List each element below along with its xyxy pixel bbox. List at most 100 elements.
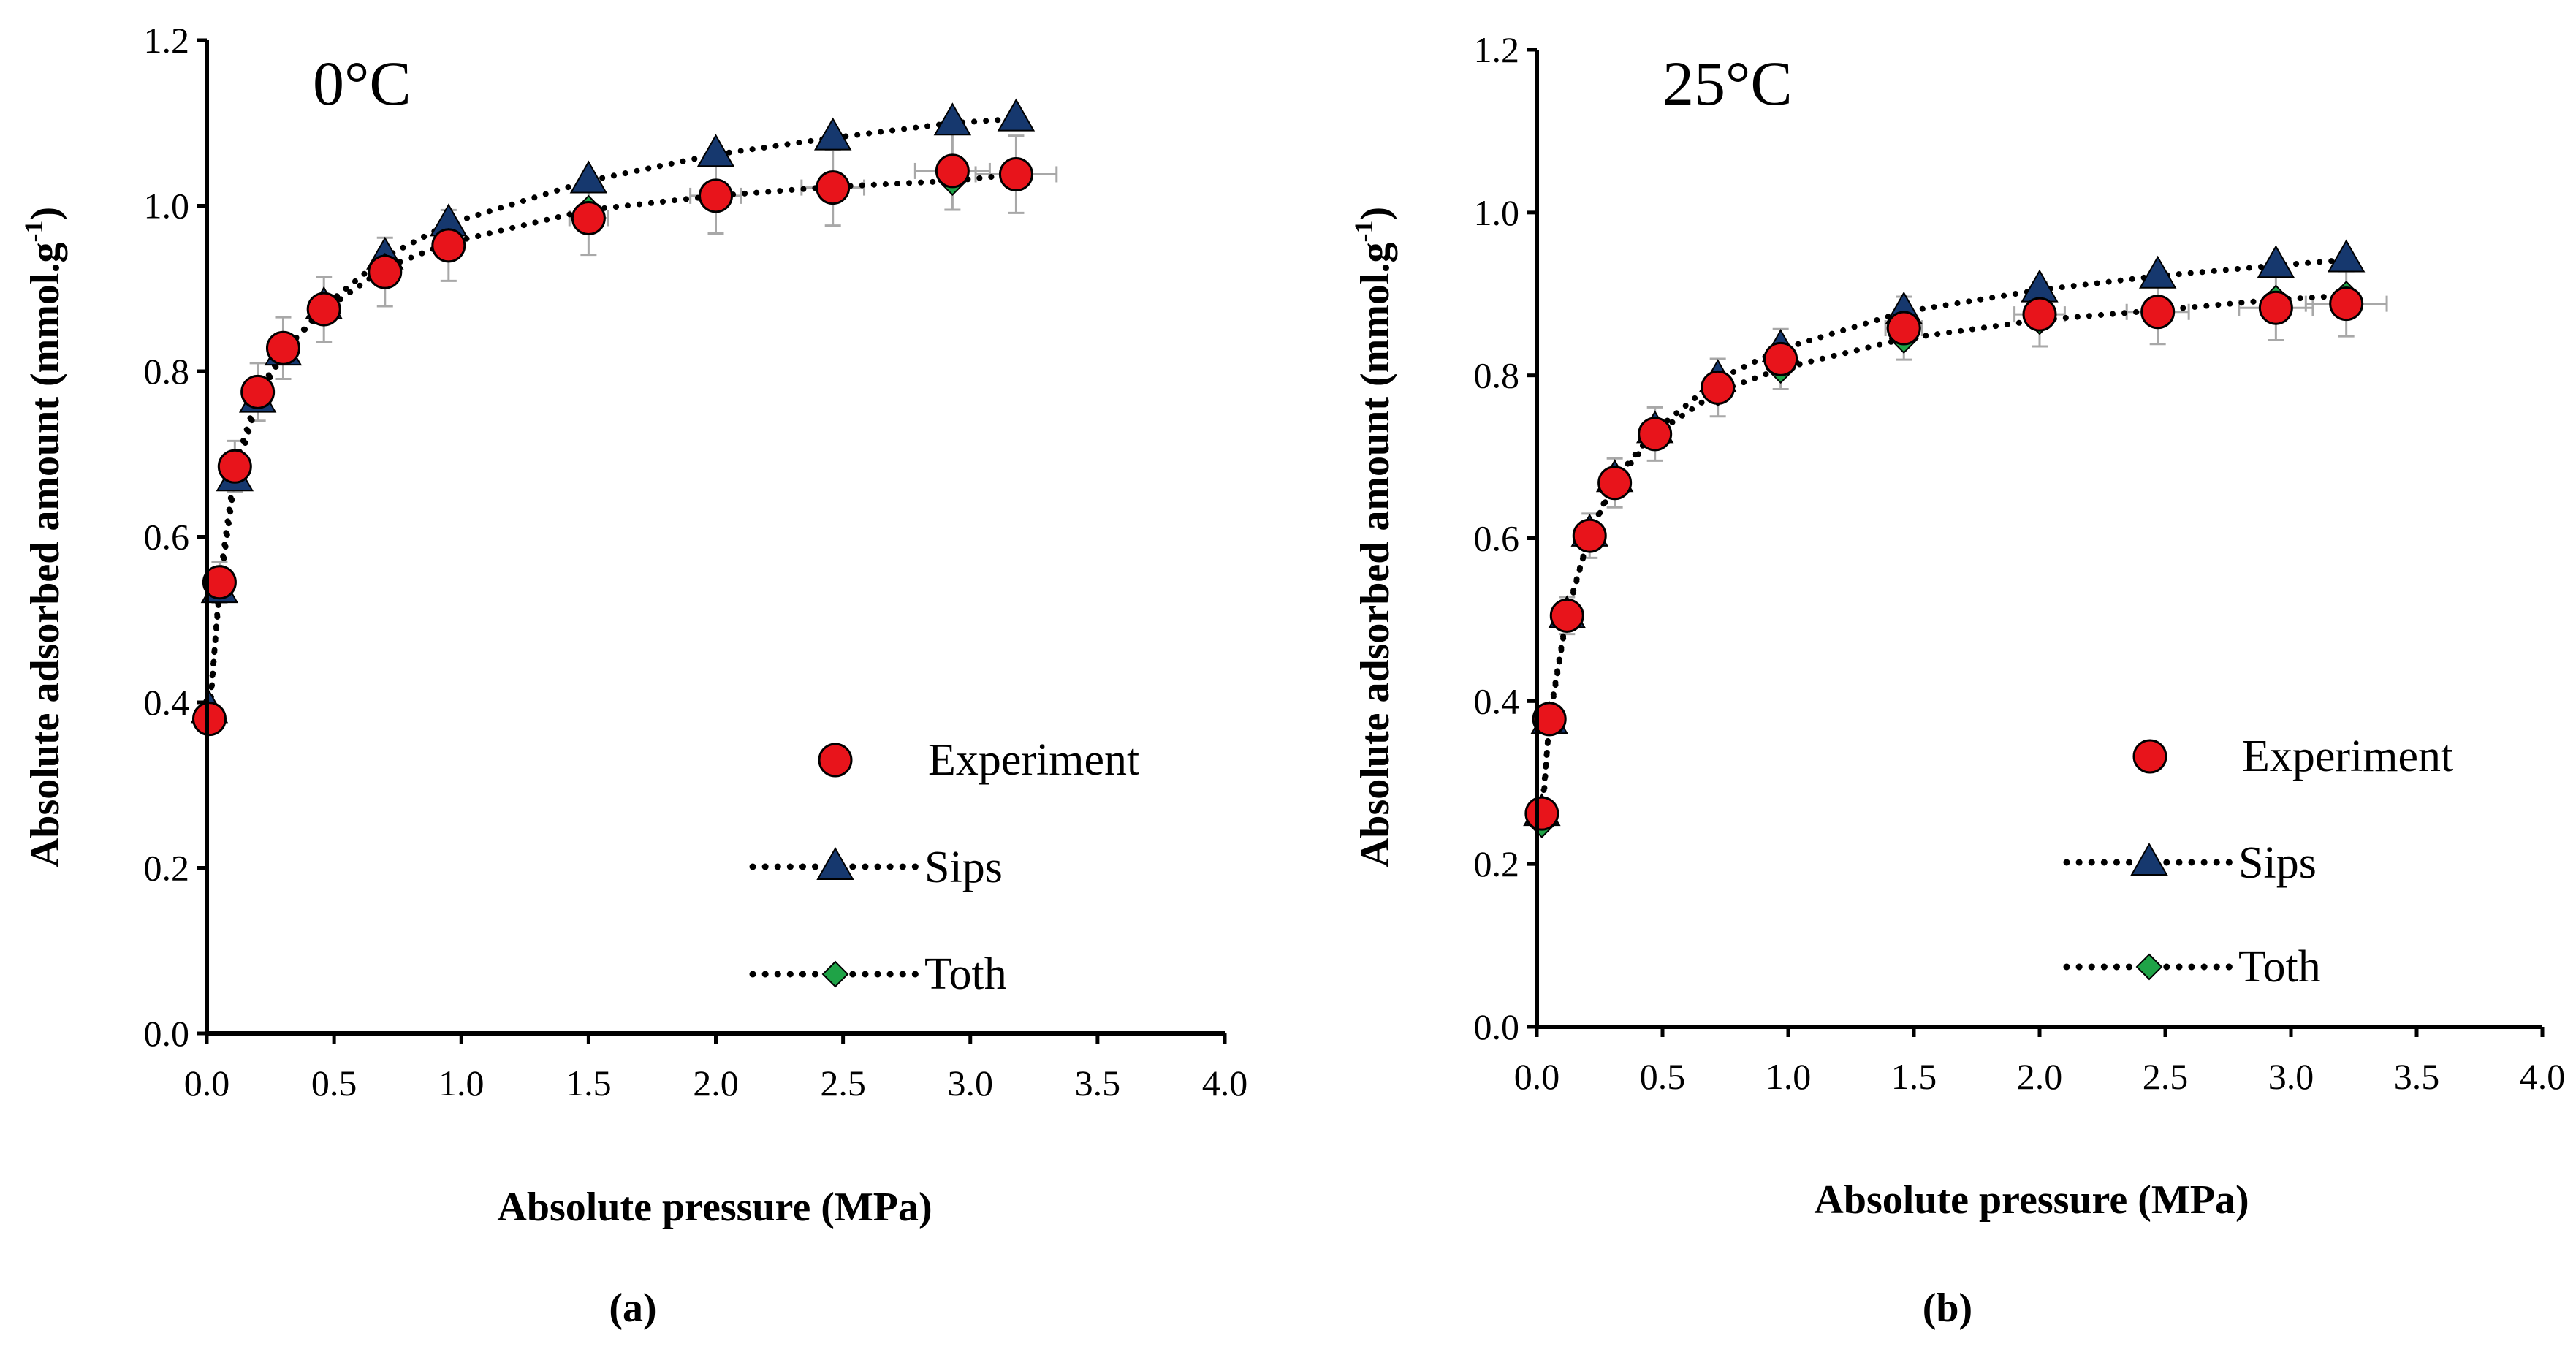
x-tick-label-a: 3.0 [948,1063,994,1104]
x-tick-label-b: 2.5 [2143,1056,2189,1097]
x-tick-label-a: 1.0 [438,1063,485,1104]
experiment-point [217,449,252,484]
experiment-point [998,156,1033,191]
experiment-point [1572,518,1607,553]
legend-sips-label-b: Sips [2238,838,2317,888]
legend-sips-label-a: Sips [924,843,1003,892]
series-toth-a [194,159,1031,736]
series-sips-b [1523,239,2366,827]
legend-experiment-marker-a [818,743,853,778]
experiment-point [1763,341,1798,376]
x-tick-label-b: 3.5 [2394,1056,2440,1097]
y-tick-label-b: 0.6 [1474,518,1520,559]
series-toth-b [1527,281,2362,838]
x-tick-label-a: 4.0 [1202,1063,1248,1104]
x-tick-label-b: 4.0 [2520,1056,2566,1097]
experiment-point [191,702,227,737]
legend-experiment-label-b: Experiment [2242,732,2453,781]
x-tick-label-b: 2.0 [2017,1056,2063,1097]
experiment-point [2258,290,2293,325]
y-tick-label-a: 0.8 [144,351,190,392]
chart-panel-a: 0.0 0.2 0.4 0.6 0.8 1.0 1.2 0.0 0.5 1.0 1.5 2.0 2.5… [19,20,1247,1331]
experiment-point [1597,466,1633,501]
x-tick-label-b: 0.0 [1514,1056,1560,1097]
error-bars-a [201,131,1058,734]
series-layer-a [190,98,1058,737]
legend-toth-marker-b [2135,953,2163,981]
x-tick-label-a: 2.0 [693,1063,739,1104]
experiment-point [306,292,341,327]
y-tick-label-a: 0.2 [144,848,190,889]
legend-a: Experiment Sips Toth [749,735,1139,999]
sips-point [933,102,972,136]
chart-panel-b: 0.0 0.2 0.4 0.6 0.8 1.0 1.2 0.0 0.5 1.0 1.5 2.0 2.5… [1349,29,2565,1331]
legend-toth-label-a: Toth [924,949,1007,999]
experiment-point [2140,295,2176,330]
y-tick-label-b: 0.2 [1474,843,1520,884]
temperature-label-b: 25°C [1663,48,1793,118]
experiment-point [265,330,300,365]
experiment-point [2329,286,2364,322]
experiment-point [571,200,606,235]
y-tick-label-b: 1.2 [1474,29,1520,70]
x-tick-label-b: 1.0 [1766,1056,1812,1097]
sips-point [997,98,1036,132]
y-axis-title-b: Absolute adsorbed amount (mmol.g-1) [1349,207,1398,867]
x-axis-title-b: Absolute pressure (MPa) [1814,1177,2249,1223]
experiment-point [368,254,403,289]
series-sips-a [190,98,1036,724]
legend-entry-toth-b: Toth [2063,942,2321,992]
sips-point [813,117,852,151]
fit-line-toth-a [206,171,1019,724]
x-tick-label-a: 2.5 [820,1063,866,1104]
sips-point [2138,255,2177,289]
fit-line-sips-b [1538,257,2349,817]
panel-label-b: (b) [1923,1285,1972,1331]
legend-b: Experiment Sips Toth [2063,732,2453,992]
y-tick-label-a: 0.4 [144,682,190,723]
fit-line-sips-a [206,115,1019,714]
y-tick-label-a: 0.6 [144,517,190,558]
x-tick-label-a: 0.0 [184,1063,230,1104]
experiment-point [1701,370,1736,405]
y-tick-label-a: 0.0 [144,1013,190,1054]
legend-entry-sips-b: Sips [2063,838,2317,888]
y-ticks-a: 0.0 0.2 0.4 0.6 0.8 1.0 1.2 [144,20,207,1054]
legend-toth-marker-a [821,960,849,988]
experiment-point [1886,311,1921,346]
experiment-point [240,374,276,409]
experiment-point [1638,417,1673,452]
y-tick-label-b: 0.4 [1474,680,1520,721]
experiment-point [816,170,851,205]
sips-point [569,160,608,194]
x-ticks-a: 0.0 0.5 1.0 1.5 2.0 2.5 3.0 3.5 4.0 [184,1033,1248,1104]
sips-point [696,134,735,167]
x-axis-title-a: Absolute pressure (MPa) [497,1185,932,1230]
x-tick-label-a: 3.5 [1075,1063,1121,1104]
series-experiment-a [191,153,1033,737]
y-tick-label-a: 1.2 [144,20,190,61]
x-ticks-b: 0.0 0.5 1.0 1.5 2.0 2.5 3.0 3.5 4.0 [1514,1027,2566,1097]
y-tick-label-b: 0.8 [1474,355,1520,396]
x-tick-label-a: 1.5 [566,1063,612,1104]
fit-line-toth-b [1538,292,2349,827]
legend-entry-toth-a: Toth [749,949,1007,999]
x-tick-label-a: 0.5 [311,1063,357,1104]
legend-sips-marker-a [816,846,854,880]
legend-sips-marker-b [2130,842,2168,876]
panel-label-a: (a) [609,1285,656,1331]
experiment-point [699,178,733,213]
legend-toth-label-b: Toth [2238,942,2321,992]
experiment-point [1524,796,1559,831]
experiment-point [202,565,237,600]
x-tick-label-b: 3.0 [2268,1056,2314,1097]
sips-point [2327,239,2366,273]
experiment-point [935,153,970,189]
experiment-point [2022,297,2057,332]
legend-entry-experiment-b: Experiment [2132,732,2453,781]
experiment-point [1549,598,1584,633]
y-tick-label-b: 1.0 [1474,192,1520,233]
x-tick-label-b: 0.5 [1640,1056,1686,1097]
series-layer-b [1523,239,2388,838]
